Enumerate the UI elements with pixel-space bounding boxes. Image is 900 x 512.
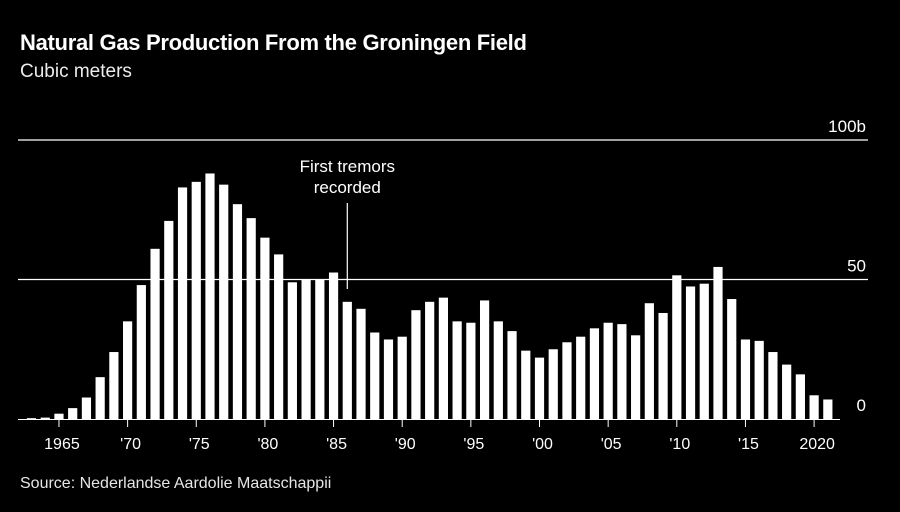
bar-1999: [521, 350, 531, 419]
bar-1969: [109, 352, 119, 419]
bar-1979: [246, 218, 256, 419]
bar-1975: [191, 181, 201, 419]
x-axis: 1965 '70 '75 '80 '85 '90 '95 '00 '05 '10 '15 2020: [18, 419, 840, 453]
bar-1988: [370, 332, 380, 419]
source-note: Source: Nederlandse Aardolie Maatschappi…: [20, 475, 332, 492]
bar-1991: [411, 310, 421, 419]
bar-2014: [727, 299, 737, 419]
x-tick-label: '05: [601, 436, 622, 453]
bar-1976: [205, 173, 215, 419]
bar-2009: [658, 312, 668, 419]
bar-1993: [438, 297, 448, 419]
bar-1972: [150, 248, 160, 419]
bar-1995: [466, 322, 476, 419]
bar-1985: [328, 272, 339, 419]
bar-1967: [81, 397, 92, 419]
annotation-text: First tremors: [300, 157, 395, 176]
bar-2000: [534, 357, 545, 419]
x-tick-label: '70: [120, 436, 141, 453]
annotation: First tremors recorded: [300, 157, 395, 289]
bar-2018: [782, 364, 792, 419]
bar-1965: [54, 413, 64, 419]
annotation-text: recorded: [314, 178, 381, 197]
x-tick-label: 2020: [799, 436, 835, 453]
x-tick-label: 1965: [44, 436, 80, 453]
bar-1963: [26, 418, 37, 419]
bar-2001: [548, 349, 558, 419]
bar-1980: [260, 237, 270, 419]
bar-2010: [672, 275, 682, 419]
y-tick-label: 0: [857, 396, 866, 415]
bar-2003: [576, 336, 586, 419]
x-tick-label: '80: [257, 436, 278, 453]
bar-2017: [768, 352, 778, 419]
x-tick-label: '00: [532, 436, 553, 453]
x-tick-label: '95: [463, 436, 484, 453]
bar-2004: [589, 328, 600, 419]
bar-1964: [40, 417, 50, 419]
bar-1996: [479, 300, 490, 419]
bar-2005: [603, 322, 613, 419]
bar-1997: [493, 321, 503, 419]
bar-1998: [507, 331, 517, 419]
chart-title: Natural Gas Production From the Groninge…: [20, 30, 527, 55]
y-tick-label: 100b: [828, 117, 866, 136]
bar-1966: [68, 408, 78, 419]
bar-1992: [425, 301, 435, 419]
bar-1971: [136, 285, 146, 419]
bar-1974: [177, 187, 188, 419]
bar-1989: [383, 339, 394, 419]
x-tick-label: '75: [189, 436, 210, 453]
bar-1982: [287, 282, 297, 419]
bar-2021: [823, 399, 833, 419]
bar-2015: [740, 339, 751, 419]
bar-1978: [232, 204, 243, 419]
bar-1970: [123, 321, 133, 419]
x-tick-label: '15: [738, 436, 759, 453]
x-tick-label: '90: [395, 436, 416, 453]
bar-1986: [342, 301, 352, 419]
y-tick-label: 50: [847, 257, 866, 276]
bar-1968: [95, 377, 105, 419]
bar-2012: [699, 283, 709, 419]
bar-2013: [713, 266, 723, 419]
bar-2016: [754, 340, 764, 419]
bar-2011: [685, 286, 696, 419]
bar-2020: [809, 395, 819, 419]
chart-subtitle: Cubic meters: [20, 61, 132, 82]
x-tick-label: '85: [326, 436, 347, 453]
bar-2007: [631, 335, 641, 419]
bar-1973: [164, 220, 174, 419]
bar-1990: [397, 336, 407, 419]
bar-1977: [219, 184, 229, 419]
bar-2006: [617, 324, 627, 419]
bar-1984: [315, 279, 325, 419]
bar-2019: [795, 374, 805, 419]
bar-1983: [301, 279, 311, 419]
bar-1994: [452, 321, 462, 419]
bars: [26, 173, 833, 419]
bar-1987: [356, 308, 366, 419]
bar-1981: [274, 254, 284, 419]
x-tick-label: '10: [669, 436, 690, 453]
bar-2002: [562, 342, 572, 419]
bar-2008: [644, 303, 654, 419]
